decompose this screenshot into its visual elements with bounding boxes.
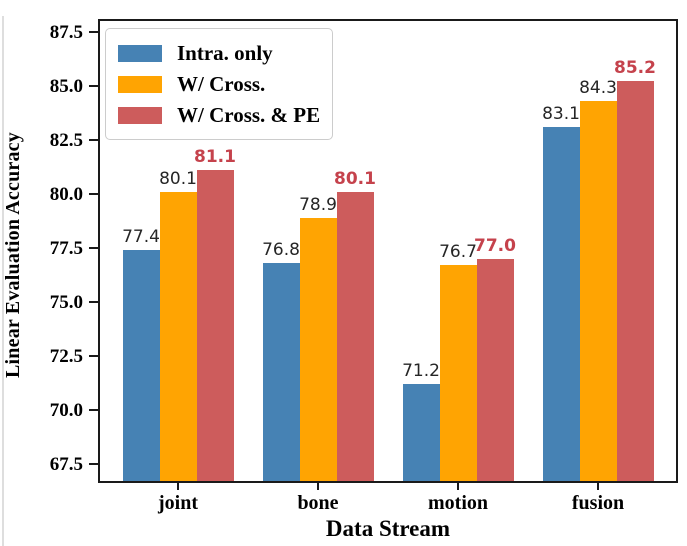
bar-value-label: 80.1 bbox=[159, 168, 197, 189]
bar-value-label: 77.4 bbox=[122, 226, 160, 247]
legend-label: W/ Cross. & PE bbox=[177, 103, 321, 127]
bar-value-label: 76.8 bbox=[262, 239, 300, 260]
bar-w-cross-bone bbox=[299, 217, 337, 481]
y-tick-mark bbox=[89, 300, 98, 303]
x-axis-label: Data Stream bbox=[325, 516, 451, 541]
x-tick-mark bbox=[597, 483, 599, 490]
x-tick-mark bbox=[177, 483, 179, 490]
legend-item-w-cross-pe: W/ Cross. & PE bbox=[118, 100, 322, 131]
bar-intra-only-motion bbox=[402, 383, 440, 481]
x-tick-label-bone: bone bbox=[297, 492, 339, 514]
bar-value-label: 77.0 bbox=[474, 235, 516, 256]
plot-inner: Intra. only W/ Cross. W/ Cross. & PE 77.4 8… bbox=[100, 21, 676, 481]
bar-w-cross-joint bbox=[159, 191, 197, 481]
legend-item-w-cross: W/ Cross. bbox=[118, 69, 322, 100]
y-tick-mark bbox=[89, 354, 98, 357]
y-tick-label: 82.5 bbox=[49, 129, 83, 151]
y-tick-label: 72.5 bbox=[49, 345, 83, 367]
bar-value-label: 71.2 bbox=[402, 360, 440, 381]
legend-item-intra-only: Intra. only bbox=[118, 38, 322, 69]
legend-swatch bbox=[118, 107, 162, 124]
y-tick-label: 75.0 bbox=[49, 291, 83, 313]
y-tick-mark bbox=[89, 408, 98, 411]
y-tick-label: 87.5 bbox=[49, 21, 83, 43]
legend-swatch bbox=[118, 76, 162, 93]
x-tick-mark bbox=[457, 483, 459, 490]
y-tick-label: 85.0 bbox=[49, 75, 83, 97]
x-tick-label-motion: motion bbox=[428, 492, 488, 514]
bar-w-cross-pe-joint bbox=[196, 170, 234, 481]
bar-value-label: 84.3 bbox=[579, 77, 617, 98]
figure-left-edge-line bbox=[2, 16, 4, 546]
bar-w-cross-pe-bone bbox=[336, 191, 374, 481]
legend-label: Intra. only bbox=[177, 41, 273, 65]
y-tick-label: 80.0 bbox=[49, 183, 83, 205]
y-tick-mark bbox=[89, 138, 98, 141]
y-tick-mark bbox=[89, 84, 98, 87]
bar-w-cross-fusion bbox=[579, 100, 617, 481]
legend-label: W/ Cross. bbox=[177, 72, 266, 96]
y-tick-label: 77.5 bbox=[49, 237, 83, 259]
legend-swatch bbox=[118, 45, 162, 62]
bar-value-label: 80.1 bbox=[334, 168, 376, 189]
bar-w-cross-pe-fusion bbox=[616, 81, 654, 481]
x-tick-mark bbox=[317, 483, 319, 490]
x-tick-label-joint: joint bbox=[158, 492, 198, 514]
y-tick-mark bbox=[89, 192, 98, 195]
bar-value-label: 76.7 bbox=[439, 242, 477, 263]
bar-w-cross-pe-motion bbox=[476, 258, 514, 481]
bar-intra-only-joint bbox=[122, 249, 160, 481]
bar-value-label: 78.9 bbox=[299, 194, 337, 215]
bar-value-label: 83.1 bbox=[542, 103, 580, 124]
legend: Intra. only W/ Cross. W/ Cross. & PE bbox=[105, 28, 333, 140]
y-tick-mark bbox=[89, 246, 98, 249]
y-tick-label: 67.5 bbox=[49, 453, 83, 475]
bar-intra-only-fusion bbox=[542, 126, 580, 481]
y-tick-label: 70.0 bbox=[49, 399, 83, 421]
bar-value-label: 81.1 bbox=[194, 147, 236, 168]
y-tick-mark bbox=[89, 30, 98, 33]
bar-value-label: 85.2 bbox=[614, 58, 656, 79]
y-tick-mark bbox=[89, 462, 98, 465]
plot-area: Intra. only W/ Cross. W/ Cross. & PE 77.4 8… bbox=[98, 19, 678, 483]
x-tick-label-fusion: fusion bbox=[571, 492, 625, 514]
bar-w-cross-motion bbox=[439, 265, 477, 481]
bar-intra-only-bone bbox=[262, 262, 300, 481]
